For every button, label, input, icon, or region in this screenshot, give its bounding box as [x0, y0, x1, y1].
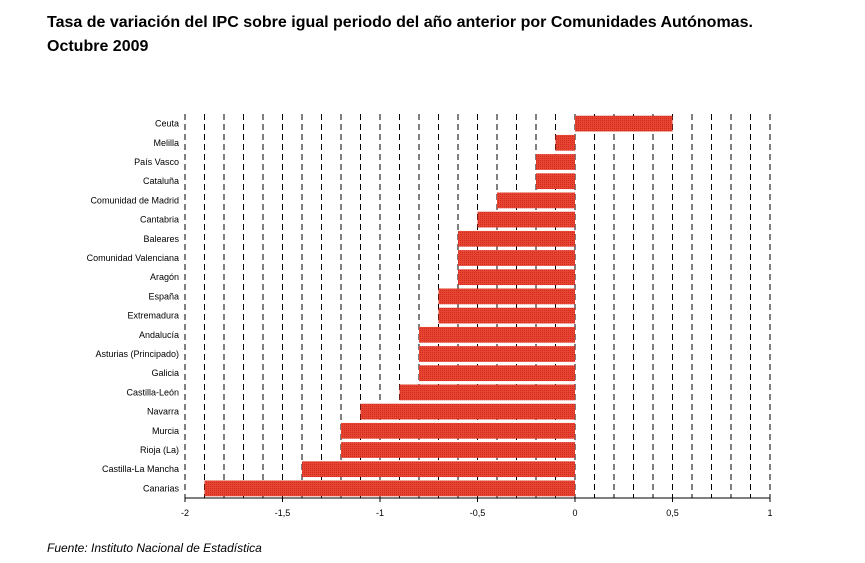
x-tick-label: 0: [572, 508, 577, 518]
x-tick-label: 0,5: [666, 508, 679, 518]
category-label: Aragón: [150, 272, 179, 282]
category-label: Comunidad Valenciana: [87, 253, 179, 263]
category-label: Asturias (Principado): [95, 349, 179, 359]
category-label: Canarias: [143, 483, 180, 493]
category-label: Baleares: [143, 234, 179, 244]
bar: [419, 365, 575, 382]
category-label: Andalucía: [139, 330, 179, 340]
bar: [419, 326, 575, 343]
chart-title-line2: Octubre 2009: [47, 38, 149, 55]
x-tick-label: -0,5: [470, 508, 486, 518]
category-label: Extremadura: [127, 311, 179, 321]
bar: [477, 211, 575, 228]
bar: [458, 269, 575, 286]
chart-title: Tasa de variación del IPC sobre igual pe…: [47, 11, 827, 59]
bar: [497, 192, 575, 209]
bar-chart: -2 -1,5 -1 -0,5 0 0,5 1 Ceuta Melilla País Vasco…: [87, 114, 773, 518]
category-label: Ceuta: [155, 119, 179, 129]
bar: [399, 384, 575, 401]
bar: [555, 134, 575, 151]
bar: [536, 154, 575, 170]
bar: [419, 346, 575, 362]
bar: [438, 307, 575, 324]
bar: [575, 115, 673, 132]
category-label: Cantabria: [140, 215, 179, 225]
category-label: Castilla-León: [126, 387, 179, 397]
bar: [302, 461, 575, 478]
category-label: Comunidad de Madrid: [90, 195, 179, 205]
category-label: Galicia: [151, 368, 179, 378]
category-label: Rioja (La): [140, 445, 179, 455]
bar: [204, 480, 575, 497]
x-tick-label: -1,5: [275, 508, 291, 518]
bar: [438, 288, 575, 305]
x-tick-label: 1: [767, 508, 772, 518]
category-label: Castilla-La Mancha: [102, 464, 179, 474]
bar: [341, 442, 575, 458]
category-label: País Vasco: [134, 157, 179, 167]
category-label: Melilla: [153, 138, 179, 148]
bar: [341, 422, 575, 439]
x-axis: -2 -1,5 -1 -0,5 0 0,5 1: [181, 497, 773, 518]
bar: [536, 173, 575, 190]
category-label: Cataluña: [143, 176, 179, 186]
category-label: Navarra: [147, 407, 179, 417]
x-tick-label: -2: [181, 508, 189, 518]
source-note: Fuente: Instituto Nacional de Estadístic…: [47, 541, 262, 555]
x-tick-label: -1: [376, 508, 384, 518]
category-label: España: [148, 291, 179, 301]
bar: [458, 230, 575, 247]
bars: [204, 115, 673, 497]
category-labels: Ceuta Melilla País Vasco Cataluña Comunidad …: [87, 119, 180, 494]
category-label: Murcia: [152, 426, 179, 436]
chart-title-line1: Tasa de variación del IPC sobre igual pe…: [47, 14, 753, 31]
bar: [360, 403, 575, 420]
bar: [458, 250, 575, 266]
gridlines: [184, 114, 771, 498]
